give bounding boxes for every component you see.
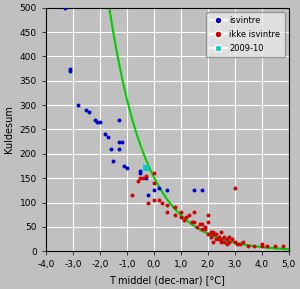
Point — [197, 222, 202, 227]
Point — [222, 234, 226, 239]
Point — [130, 193, 135, 198]
Point — [251, 244, 256, 249]
Point — [173, 212, 178, 217]
Point — [119, 139, 124, 144]
Point — [68, 69, 73, 73]
Point — [152, 181, 156, 185]
Point — [92, 117, 97, 122]
Point — [138, 176, 143, 181]
Point — [206, 212, 210, 217]
Point — [216, 234, 221, 239]
Point — [68, 66, 73, 71]
Point — [157, 198, 162, 202]
Point — [214, 237, 218, 241]
Point — [206, 232, 210, 236]
Point — [178, 210, 183, 215]
Point — [192, 188, 197, 193]
Point — [195, 225, 200, 229]
Point — [227, 234, 232, 239]
Point — [189, 220, 194, 224]
Point — [157, 186, 162, 190]
Point — [103, 132, 108, 137]
Point — [211, 229, 216, 234]
Point — [206, 220, 210, 224]
Point — [62, 5, 67, 10]
Point — [141, 176, 146, 181]
Point — [208, 229, 213, 234]
Point — [235, 242, 240, 246]
Point — [241, 239, 245, 244]
Point — [138, 171, 143, 176]
Point — [143, 166, 148, 171]
Point — [259, 244, 264, 249]
X-axis label: T middel (dec-mar) [°C]: T middel (dec-mar) [°C] — [110, 275, 225, 285]
Point — [165, 188, 170, 193]
Point — [95, 120, 100, 125]
Point — [219, 239, 224, 244]
Point — [116, 147, 121, 151]
Point — [135, 178, 140, 183]
Point — [211, 232, 216, 236]
Point — [152, 198, 156, 202]
Point — [246, 244, 251, 249]
Point — [224, 242, 229, 246]
Point — [265, 244, 269, 249]
Y-axis label: Kuldesum: Kuldesum — [4, 105, 14, 153]
Point — [232, 186, 237, 190]
Point — [227, 239, 232, 244]
Point — [200, 188, 205, 193]
Point — [116, 117, 121, 122]
Point — [219, 237, 224, 241]
Point — [208, 234, 213, 239]
Point — [143, 173, 148, 178]
Point — [222, 239, 226, 244]
Point — [219, 229, 224, 234]
Point — [203, 225, 208, 229]
Point — [165, 210, 170, 215]
Point — [238, 242, 243, 246]
Point — [122, 164, 127, 168]
Point — [76, 103, 81, 108]
Point — [84, 108, 89, 112]
Point — [111, 159, 116, 164]
Point — [273, 244, 278, 249]
Point — [116, 139, 121, 144]
Point — [87, 110, 92, 115]
Point — [143, 176, 148, 181]
Point — [108, 147, 113, 151]
Point — [160, 200, 164, 205]
Point — [187, 212, 191, 217]
Point — [211, 239, 216, 244]
Point — [181, 217, 186, 222]
Point — [192, 210, 197, 215]
Point — [216, 237, 221, 241]
Point — [98, 120, 102, 125]
Point — [192, 220, 197, 224]
Point — [200, 227, 205, 232]
Point — [224, 237, 229, 241]
Point — [146, 193, 151, 198]
Point — [124, 166, 129, 171]
Point — [152, 171, 156, 176]
Point — [281, 244, 286, 249]
Point — [138, 168, 143, 173]
Legend: isvintre, ikke isvintre, 2009-10: isvintre, ikke isvintre, 2009-10 — [206, 12, 284, 57]
Point — [106, 134, 110, 139]
Point — [184, 215, 189, 219]
Point — [178, 215, 183, 219]
Point — [173, 205, 178, 210]
Point — [200, 222, 205, 227]
Point — [230, 237, 235, 241]
Point — [152, 188, 156, 193]
Point — [203, 227, 208, 232]
Point — [259, 242, 264, 246]
Point — [146, 200, 151, 205]
Point — [214, 232, 218, 236]
Point — [165, 203, 170, 207]
Point — [232, 239, 237, 244]
